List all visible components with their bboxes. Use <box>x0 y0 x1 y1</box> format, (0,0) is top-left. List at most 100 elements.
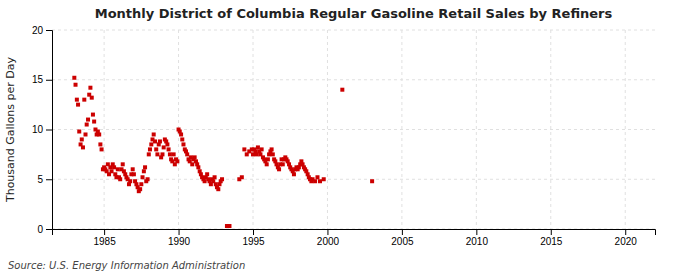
point <box>142 169 146 173</box>
point <box>138 187 142 191</box>
chart: 1985199019952000200520102015202005101520… <box>0 0 675 275</box>
y-axis-title: Thousand Gallons per Day <box>4 56 17 203</box>
points <box>72 76 374 228</box>
tick: 1985 <box>93 229 116 247</box>
point <box>220 177 224 181</box>
point <box>128 179 132 183</box>
tick-mark <box>476 229 477 235</box>
point <box>179 132 183 136</box>
grid <box>52 30 655 229</box>
point <box>80 137 84 141</box>
point <box>196 165 200 169</box>
tick-mark <box>179 229 180 235</box>
tick-mark <box>402 229 403 235</box>
tick-mark <box>46 130 52 131</box>
point <box>315 175 319 179</box>
point <box>370 179 374 183</box>
point <box>98 142 102 146</box>
tick-mark <box>551 229 552 235</box>
point <box>155 152 159 156</box>
point <box>85 123 89 127</box>
point <box>154 147 158 151</box>
point <box>72 76 76 80</box>
grid-line <box>52 79 655 80</box>
tick-mark <box>327 229 328 235</box>
tick-label: 1990 <box>168 236 191 247</box>
point <box>100 147 104 151</box>
point <box>90 96 94 100</box>
tick-mark <box>46 229 52 230</box>
point <box>167 147 171 151</box>
point <box>227 224 231 228</box>
point <box>132 172 136 176</box>
point <box>74 83 78 87</box>
tick-mark <box>104 229 105 235</box>
point <box>110 169 114 173</box>
tick: 2010 <box>466 229 489 247</box>
title: Monthly District of Columbia Regular Gas… <box>95 6 613 21</box>
point <box>143 165 147 169</box>
grid-line <box>327 30 328 229</box>
axis-line <box>46 31 53 230</box>
point <box>148 147 152 151</box>
point <box>84 132 88 136</box>
point <box>181 142 185 146</box>
point <box>256 145 260 149</box>
x-axis: 1985 1990 1995 2000 2005 2010 2015 2020 <box>53 229 656 247</box>
point <box>277 167 281 171</box>
tick-label: 2015 <box>540 236 563 247</box>
point <box>313 179 317 183</box>
point <box>266 157 270 161</box>
point <box>141 175 145 179</box>
point <box>116 167 120 171</box>
point <box>76 103 80 107</box>
tick: 2020 <box>615 229 638 247</box>
point <box>168 152 172 156</box>
annotation: Source: U.S. Energy Information Administ… <box>8 260 245 271</box>
tick-mark <box>46 80 52 81</box>
point <box>91 113 95 117</box>
tick-mark <box>46 30 52 31</box>
tick-mark <box>253 229 254 235</box>
point <box>146 177 150 181</box>
chart-container: 1985199019952000200520102015202005101520… <box>0 0 675 275</box>
point <box>193 155 197 159</box>
point <box>172 152 176 156</box>
axis-line <box>53 230 656 236</box>
point <box>139 182 143 186</box>
tick-label: 2020 <box>615 236 638 247</box>
point <box>149 142 153 146</box>
tick: 0 <box>37 224 52 235</box>
tick: 2000 <box>317 229 340 247</box>
point <box>340 88 344 92</box>
point <box>158 139 162 143</box>
point <box>75 98 79 102</box>
point <box>160 152 164 156</box>
point <box>180 137 184 141</box>
point <box>190 162 194 166</box>
point <box>216 187 220 191</box>
tick: 2005 <box>391 229 414 247</box>
tick-label: 1995 <box>242 236 265 247</box>
grid-line <box>52 129 655 130</box>
point <box>81 145 85 149</box>
point <box>121 162 125 166</box>
point <box>97 132 101 136</box>
tick: 1990 <box>168 229 191 247</box>
point <box>162 145 166 149</box>
point <box>240 175 244 179</box>
tick-mark <box>625 229 626 235</box>
tick-label: 1985 <box>93 236 116 247</box>
point <box>271 152 275 156</box>
point <box>82 98 86 102</box>
point <box>318 179 322 183</box>
grid-line <box>476 30 477 229</box>
point <box>185 152 189 156</box>
point <box>131 167 135 171</box>
plot-area: 1985199019952000200520102015202005101520 <box>32 25 656 247</box>
tick-label: 2000 <box>317 236 340 247</box>
tick-label: 20 <box>32 25 44 36</box>
point <box>322 177 326 181</box>
point <box>88 86 92 90</box>
point <box>77 129 81 133</box>
